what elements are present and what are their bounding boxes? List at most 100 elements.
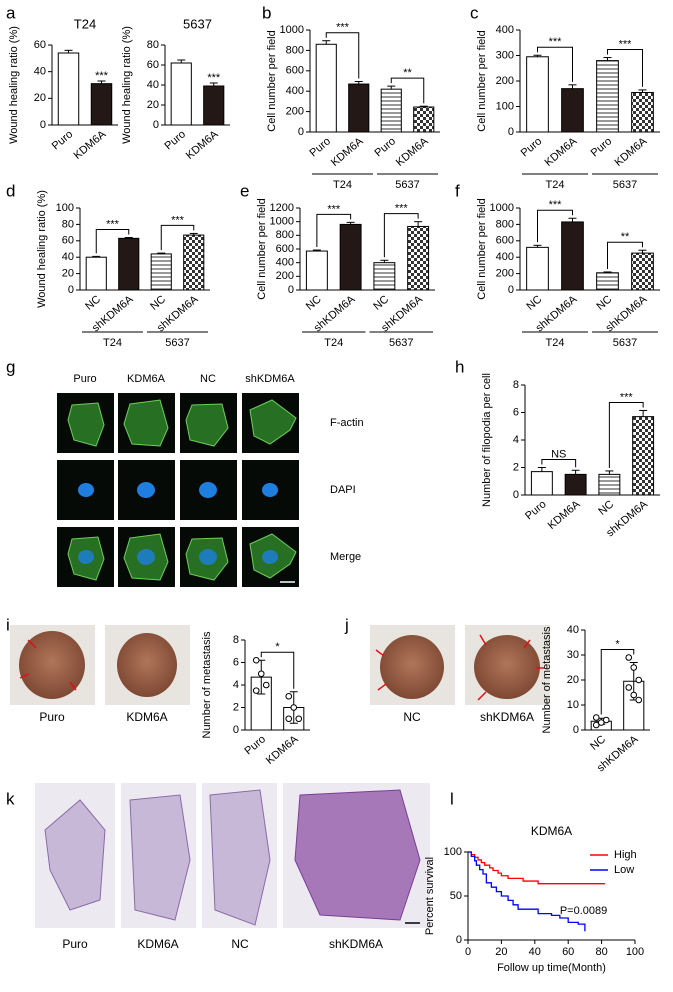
- y-tick-label: 200: [276, 270, 294, 282]
- y-axis-label: Cell number per field: [476, 198, 488, 300]
- x-tick-label: NC: [371, 293, 391, 312]
- x-tick-label: Puro: [50, 128, 76, 152]
- y-tick-label: 0: [40, 119, 46, 131]
- significance-bracket: [383, 213, 419, 258]
- panel-letter: j: [344, 615, 349, 634]
- y-tick-label: 400: [276, 257, 294, 269]
- y-tick-label: 200: [496, 268, 514, 280]
- x-tick-label: 0: [465, 946, 471, 958]
- photo-caption: shKDM6A: [480, 710, 534, 724]
- x-tick-label: Puro: [163, 128, 189, 152]
- x-axis-label: Follow up time(Month): [497, 962, 606, 974]
- data-point: [625, 684, 633, 691]
- data-point: [295, 715, 303, 723]
- group-label: T24: [103, 337, 122, 349]
- survival-curve: [468, 851, 586, 932]
- column-label: KDM6A: [127, 373, 166, 385]
- chart-title: 5637: [183, 16, 212, 31]
- y-tick-label: 40: [62, 251, 74, 263]
- y-tick-label: 0: [233, 724, 239, 736]
- y-tick-label: 400: [496, 24, 514, 36]
- y-tick-label: 800: [286, 44, 304, 56]
- x-tick-label: 80: [595, 946, 607, 958]
- data-point: [630, 664, 638, 671]
- y-tick-label: 1000: [280, 24, 304, 36]
- bar: [561, 88, 584, 133]
- group-label: T24: [546, 337, 565, 349]
- y-axis-label: Wound healing ratio (%): [36, 190, 48, 308]
- x-tick-label: KDM6A: [394, 135, 431, 169]
- y-tick-label: 60: [34, 39, 46, 51]
- bar: [631, 91, 654, 133]
- y-tick-label: 8: [233, 634, 239, 646]
- photo-caption: KDM6A: [137, 937, 178, 951]
- y-tick-label: 100: [496, 100, 514, 112]
- group-label: T24: [324, 337, 343, 349]
- bar: [530, 471, 553, 496]
- photo-caption: Puro: [39, 710, 65, 724]
- y-tick-label: 50: [450, 890, 462, 902]
- data-point: [592, 721, 600, 729]
- significance-bracket: [607, 241, 643, 269]
- bar: [348, 83, 370, 133]
- y-tick-label: 6: [513, 406, 519, 418]
- y-tick-label: 1200: [270, 202, 294, 214]
- x-tick-label: KDM6A: [184, 128, 221, 162]
- y-tick-label: 40: [34, 66, 46, 78]
- x-tick-label: Puro: [243, 733, 269, 757]
- data-point: [597, 719, 605, 726]
- x-tick-label: Puro: [519, 135, 545, 159]
- y-tick-label: 2: [513, 461, 519, 473]
- y-tick-label: 0: [456, 934, 462, 946]
- lung-photos: Puro KDM6A NC shKDM6A: [10, 625, 550, 724]
- y-tick-label: 20: [147, 99, 159, 111]
- bar: [118, 237, 140, 291]
- x-tick-label: KDM6A: [546, 498, 583, 532]
- y-tick-label: 0: [298, 126, 304, 138]
- data-point: [635, 696, 643, 704]
- panel-letter: k: [6, 789, 15, 808]
- y-tick-label: 4: [513, 434, 519, 446]
- panel-letter: a: [6, 3, 16, 22]
- y-tick-label: 60: [147, 59, 159, 71]
- y-tick-label: 20: [34, 92, 46, 104]
- bar: [564, 473, 587, 496]
- panel-letter: f: [455, 181, 460, 200]
- panel-letter: b: [262, 3, 271, 22]
- y-axis-label: Number of filopodia per cell: [481, 373, 493, 507]
- x-tick-label: KDM6A: [613, 135, 650, 169]
- y-tick-label: 800: [276, 229, 294, 241]
- chart-title: T24: [74, 16, 96, 31]
- group-label: 5637: [165, 337, 189, 349]
- y-tick-label: 6: [233, 656, 239, 668]
- significance-label: ***: [619, 38, 633, 50]
- chart-title: KDM6A: [531, 824, 572, 838]
- significance-label: NS: [551, 448, 566, 460]
- data-point: [290, 704, 298, 711]
- panel-letter: g: [6, 357, 15, 376]
- micrograph-grid: Puro KDM6A NC shKDM6A F-actin DAPI Merge: [57, 373, 364, 587]
- data-point: [257, 670, 265, 678]
- x-tick-label: KDM6A: [543, 135, 580, 169]
- x-tick-label: NC: [588, 733, 608, 752]
- significance-bracket: [600, 649, 635, 715]
- bar: [413, 106, 435, 133]
- bar: [57, 52, 80, 126]
- significance-label: ***: [207, 72, 221, 84]
- y-axis-label: Wound healing ratio (%): [8, 26, 20, 144]
- x-tick-label: 20: [495, 946, 507, 958]
- y-tick-label: 600: [276, 243, 294, 255]
- panel-letter: c: [470, 3, 479, 22]
- y-tick-label: 400: [496, 251, 514, 263]
- x-tick-label: 100: [626, 946, 644, 958]
- group-label: T24: [333, 179, 352, 191]
- bar: [380, 88, 402, 133]
- y-tick-label: 2: [233, 701, 239, 713]
- significance-label: ***: [106, 218, 120, 230]
- data-point: [635, 676, 643, 684]
- significance-label: *: [615, 638, 620, 650]
- y-axis-label: Cell number per field: [266, 30, 278, 132]
- x-tick-label: KDM6A: [329, 135, 366, 169]
- y-tick-label: 0: [288, 284, 294, 296]
